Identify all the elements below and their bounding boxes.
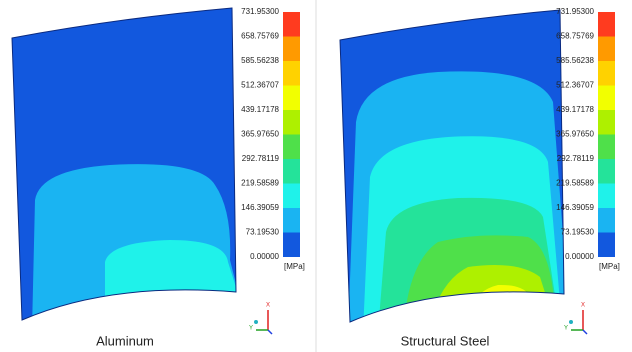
triad-label: Y <box>564 326 568 332</box>
triad-dot <box>254 320 258 324</box>
colorbar-label: 365.97650 <box>556 130 594 139</box>
colorbar-segment <box>598 61 615 86</box>
colorbar-segment <box>598 12 615 37</box>
colorbar-label: 73.19530 <box>246 228 280 237</box>
colorbar-segment <box>283 233 300 258</box>
colorbar-segment <box>283 37 300 62</box>
colorbar-label: 73.19530 <box>561 228 595 237</box>
colorbar-label: 658.75769 <box>241 32 279 41</box>
colorbar-label: 658.75769 <box>556 32 594 41</box>
colorbar-segment <box>598 208 615 233</box>
colorbar-segment <box>283 208 300 233</box>
colorbar-label: 365.97650 <box>241 130 279 139</box>
colorbar-segment <box>283 135 300 160</box>
colorbar-segment <box>283 61 300 86</box>
colorbar-segment <box>283 110 300 135</box>
contour <box>105 240 240 330</box>
colorbar-unit: [MPa] <box>284 262 305 271</box>
colorbar-segment <box>598 135 615 160</box>
colorbar-label: 219.58589 <box>556 179 594 188</box>
colorbar-label: 585.56238 <box>556 56 594 65</box>
colorbar-segment <box>598 37 615 62</box>
colorbar-label: 292.78119 <box>242 154 280 163</box>
triad-label: X <box>581 303 585 309</box>
triad-label: Y <box>249 326 253 332</box>
colorbar-label: 292.78119 <box>557 154 595 163</box>
colorbar-label: 219.58589 <box>241 179 279 188</box>
colorbar-label: 439.17178 <box>241 105 279 114</box>
colorbar-label: 731.95300 <box>556 7 594 16</box>
aluminum-blade <box>0 0 260 340</box>
colorbar-segment <box>598 159 615 184</box>
colorbar-segment <box>598 110 615 135</box>
panel-label: Structural Steel <box>401 333 490 348</box>
colorbar-segment <box>598 86 615 111</box>
colorbar-label: 512.36707 <box>241 81 279 90</box>
colorbar-segment <box>283 184 300 209</box>
colorbar-segment <box>598 233 615 258</box>
colorbar-label: 146.39059 <box>241 203 279 212</box>
triad-dot <box>569 320 573 324</box>
triad-axis <box>268 330 272 334</box>
colorbar-label: 146.39059 <box>556 203 594 212</box>
colorbar-unit: [MPa] <box>599 262 620 271</box>
colorbar-segment <box>283 12 300 37</box>
panel-label: Aluminum <box>96 333 154 348</box>
colorbar-label: 731.95300 <box>241 7 279 16</box>
colorbar-label: 585.56238 <box>241 56 279 65</box>
colorbar-label: 0.00000 <box>565 252 594 261</box>
screenshot: 731.95300 658.75769 585.56238 512.36707 439.… <box>0 0 632 352</box>
triad-label: X <box>266 303 270 309</box>
triad-axis <box>583 330 587 334</box>
contour <box>478 300 526 332</box>
steel-blade <box>328 2 588 342</box>
colorbar-segment <box>283 159 300 184</box>
colorbar-label: 0.00000 <box>250 252 279 261</box>
colorbar-segment <box>598 184 615 209</box>
colorbar-segment <box>283 86 300 111</box>
colorbar-label: 439.17178 <box>556 105 594 114</box>
colorbar-label: 512.36707 <box>556 81 594 90</box>
